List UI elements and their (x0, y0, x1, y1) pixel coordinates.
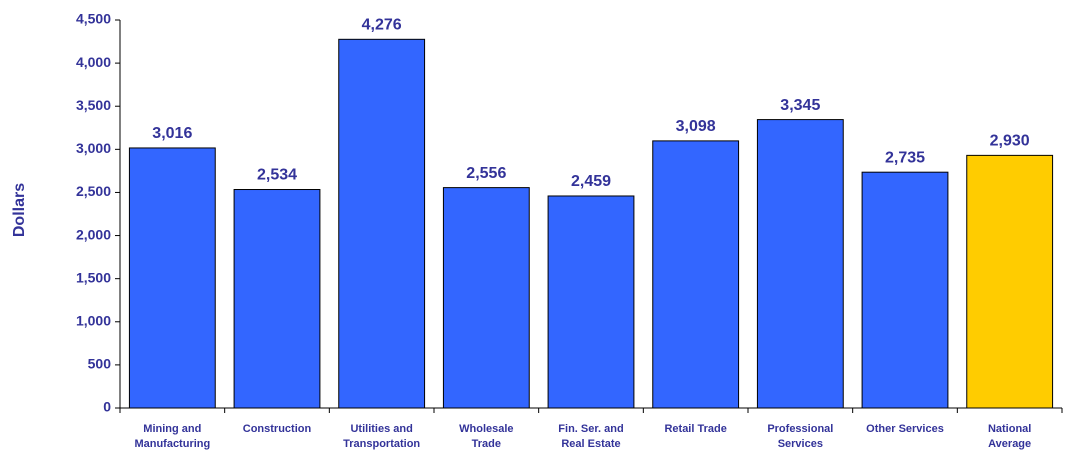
bar (338, 38, 426, 409)
value-label: 4,276 (362, 17, 402, 34)
value-label: 2,459 (571, 173, 611, 190)
y-tick-label: 2,500 (76, 183, 111, 199)
y-tick-label: 3,000 (76, 140, 111, 156)
value-label: 2,534 (257, 167, 297, 184)
x-tick-label: Other Services (866, 423, 944, 435)
x-tick-label: Wholesale Trade (459, 423, 514, 450)
y-tick-label: 1,500 (76, 269, 111, 285)
y-tick-label: 3,500 (76, 97, 111, 113)
value-label: 3,345 (780, 97, 820, 114)
value-label: 2,556 (466, 165, 506, 182)
bar (652, 140, 740, 409)
bar (547, 195, 635, 409)
x-tick-label: National Average (987, 423, 1032, 450)
value-label: 2,735 (885, 149, 925, 166)
bar (442, 187, 530, 409)
bar (966, 154, 1054, 409)
bar (756, 119, 844, 409)
y-tick-label: 2,000 (76, 226, 111, 242)
y-tick-label: 500 (88, 356, 112, 372)
x-tick-label: Retail Trade (664, 423, 727, 435)
x-tick-label: Fin. Ser. and Real Estate (558, 423, 624, 450)
bar (861, 171, 949, 409)
value-label: 3,016 (152, 125, 192, 142)
x-tick-label: Utilities and Transportation (343, 423, 421, 450)
value-label: 2,930 (990, 133, 1030, 150)
bar (128, 147, 216, 409)
x-tick-label: Professional Services (767, 423, 834, 450)
value-label: 3,098 (676, 118, 716, 135)
x-tick-label: Construction (242, 423, 312, 435)
bar (233, 189, 321, 409)
y-tick-label: 1,000 (76, 312, 111, 328)
y-tick-label: 4,500 (76, 11, 111, 27)
y-axis-label: Dollars (11, 183, 28, 237)
x-tick-label: Mining and Manufacturing (134, 423, 211, 450)
y-tick-label: 0 (103, 399, 111, 415)
y-tick-label: 4,000 (76, 54, 111, 70)
